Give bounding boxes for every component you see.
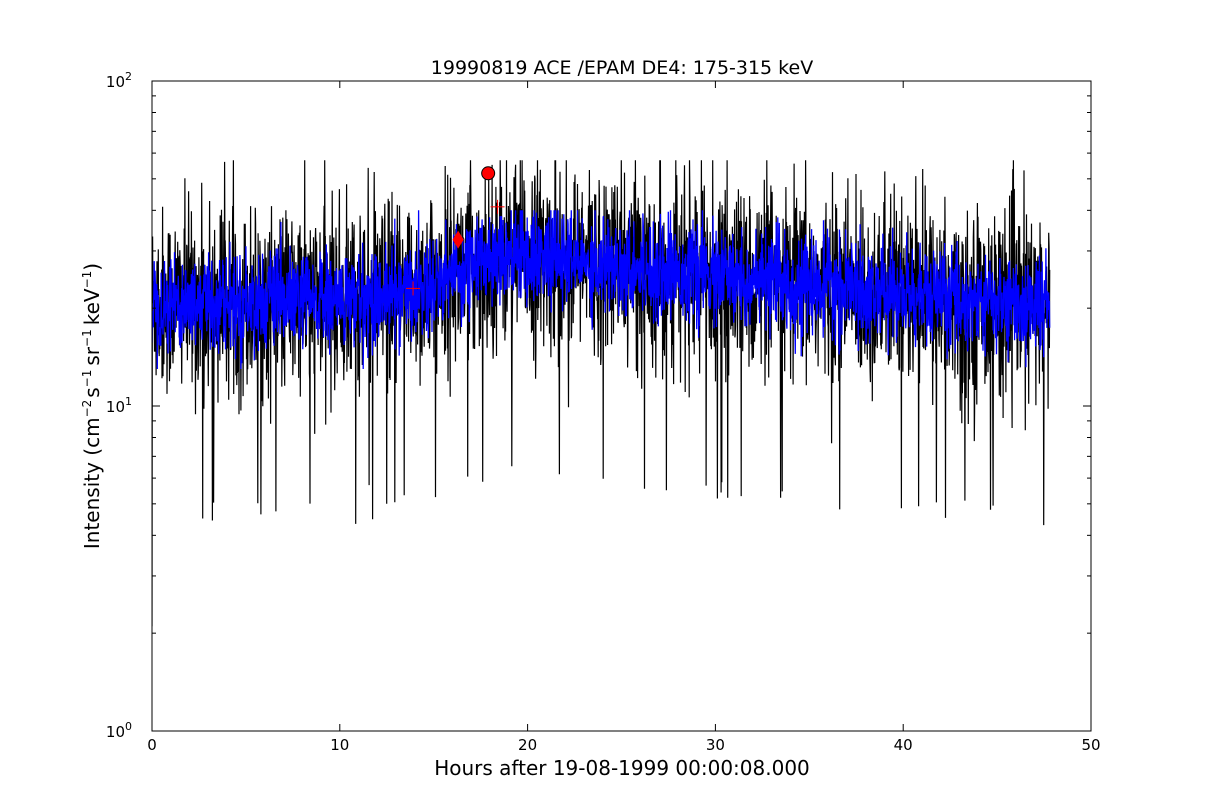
x-tick-label: 20	[518, 736, 537, 754]
y-axis-ticks: 100 101 102	[106, 70, 1091, 741]
plus-marker	[406, 281, 421, 296]
x-tick-label: 0	[147, 736, 157, 754]
y-axis-label: Intensity (cm−2s−1sr−1keV−1)	[80, 263, 104, 549]
x-tick-label: 10	[330, 736, 349, 754]
smoothed-intensity-line	[152, 210, 1051, 370]
plus-marker	[490, 199, 505, 214]
circle-marker	[481, 166, 496, 181]
x-tick-label: 50	[1081, 736, 1100, 754]
plot-area	[152, 160, 1051, 627]
series-smoothed-line	[152, 210, 1051, 370]
y-tick-label: 102	[106, 70, 132, 91]
event-markers	[406, 166, 505, 296]
chart-title: 19990819 ACE /EPAM DE4: 175-315 keV	[431, 57, 813, 79]
raw-intensity-line	[152, 160, 1051, 627]
y-tick-label: 101	[106, 395, 132, 416]
x-axis-label: Hours after 19-08-1999 00:00:08.000	[434, 756, 810, 780]
x-axis-ticks: 0 10 20 30 40 50	[147, 81, 1101, 754]
diamond-marker	[452, 230, 464, 249]
x-tick-label: 40	[894, 736, 913, 754]
series-raw-line	[152, 160, 1051, 627]
x-tick-label: 30	[706, 736, 725, 754]
y-tick-label: 100	[106, 720, 132, 741]
